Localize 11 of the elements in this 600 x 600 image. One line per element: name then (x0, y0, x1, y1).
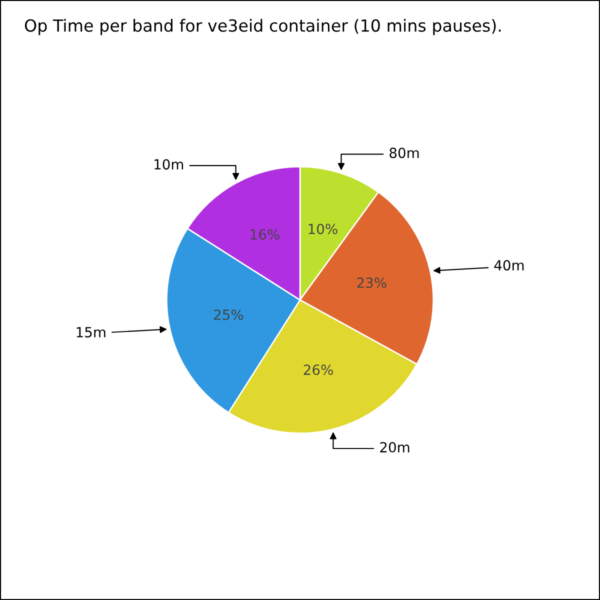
slice-label: 40m (494, 260, 524, 271)
data-label: 10% (308, 224, 338, 234)
slice-label: 80m (390, 148, 419, 158)
slice-label: 15m (76, 327, 106, 338)
data-label: 25% (214, 309, 244, 320)
data-label: 16% (250, 229, 280, 240)
slice-label: 20m (380, 442, 410, 453)
data-label: 23% (357, 277, 386, 288)
slice-label: 10m (154, 159, 184, 170)
chart-title: Op Time per band for ve3eid container (10 mins pauses). (24, 18, 501, 36)
data-label: 26% (304, 364, 333, 376)
